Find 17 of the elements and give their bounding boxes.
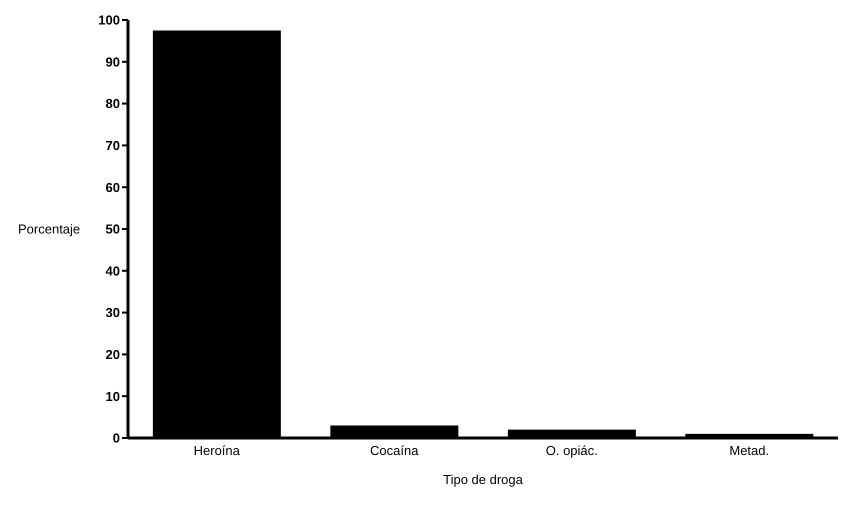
y-tick-label: 40 (106, 263, 120, 278)
y-tick-label: 10 (106, 388, 120, 404)
y-tick-label: 50 (106, 222, 120, 237)
x-tick-label: Cocaína (370, 443, 420, 458)
y-tick-label: 80 (106, 96, 120, 112)
y-axis-title: Porcentaje (18, 222, 80, 237)
y-tick-label: 100 (98, 12, 120, 28)
y-tick-label: 0 (112, 430, 120, 446)
x-tick-label: Metad. (729, 443, 770, 458)
y-tick-label: 20 (106, 347, 120, 362)
y-tick-label: 70 (106, 138, 120, 154)
y-tick-label: 60 (106, 180, 120, 195)
x-tick-label: Heroína (194, 443, 241, 458)
y-tick-label: 30 (106, 305, 120, 320)
x-axis-title: Tipo de droga (443, 472, 524, 487)
y-tick-label: 90 (106, 54, 120, 70)
x-tick-label: O. opiác. (546, 443, 598, 458)
